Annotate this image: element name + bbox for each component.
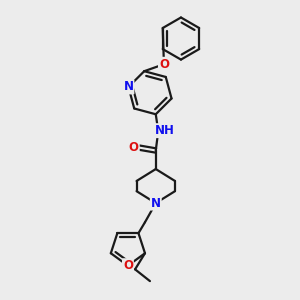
Text: N: N xyxy=(151,196,161,210)
Text: N: N xyxy=(124,80,134,94)
Text: O: O xyxy=(129,141,139,154)
Text: O: O xyxy=(159,58,169,71)
Text: O: O xyxy=(123,259,133,272)
Text: NH: NH xyxy=(155,124,175,137)
